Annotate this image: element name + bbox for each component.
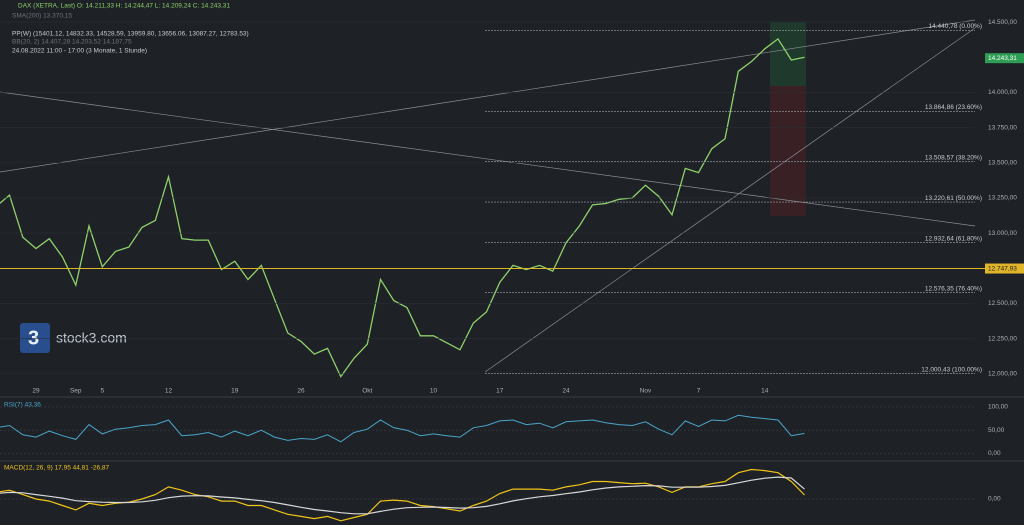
header-line: DAX (XETRA, Last) O: 14.211,33 H: 14.244… [18, 3, 230, 10]
y-tick-label: 50,00 [988, 427, 1005, 434]
x-tick-label: 19 [231, 388, 239, 395]
trend-line [0, 91, 975, 227]
fib-label: 13.220,61 (50.00%) [925, 195, 982, 202]
fib-label: 13.864,86 (23.60%) [925, 104, 982, 111]
fib-label: 12.000,43 (100.00%) [921, 366, 982, 373]
price-badge-label: 14.243,31 [988, 55, 1017, 62]
y-tick-label: 14.000,00 [988, 89, 1017, 96]
y-tick-label: 13.250,00 [988, 195, 1017, 202]
plot-area [0, 37, 805, 378]
logo-icon [20, 323, 50, 353]
x-tick-label: 29 [32, 388, 40, 395]
x-tick-label: 10 [430, 388, 438, 395]
fib-label: 12.576,35 (76.40%) [925, 285, 982, 292]
trend-line [484, 27, 975, 373]
price-badge [985, 263, 1024, 274]
fib-label: 12.932,64 (61.80%) [925, 235, 982, 242]
header-line: PP(W) (15401.12, 14832.33, 14528.59, 139… [12, 31, 249, 38]
x-tick-label: 26 [297, 388, 305, 395]
x-tick-label: Nov [640, 388, 652, 395]
y-tick-label: 12.250,00 [988, 335, 1017, 342]
price-badge [985, 53, 1024, 64]
logo-text: stock3.com [56, 330, 127, 346]
x-tick-label: 17 [496, 388, 504, 395]
x-tick-label: 7 [697, 388, 701, 395]
header-line: 24.08.2022 11:00 - 17:00 (3 Monate, 1 St… [12, 48, 147, 55]
macd-title: MACD(12, 26, 9) 17,95 44,81 -26,87 [4, 465, 110, 472]
y-tick-label: 12.500,00 [988, 300, 1017, 307]
fib-label: 14.440,78 (0.00%) [929, 23, 982, 30]
x-tick-label: Okt [362, 388, 372, 395]
x-tick-label: Sep [70, 388, 82, 395]
series-line [0, 476, 805, 515]
y-tick-label: 0,00 [988, 450, 1001, 457]
stop-zone [770, 86, 806, 216]
y-tick-label: 13.000,00 [988, 230, 1017, 237]
y-tick-label: 14.500,00 [988, 19, 1017, 26]
series-line [0, 414, 805, 443]
x-tick-label: 24 [562, 388, 570, 395]
series-line [0, 37, 805, 378]
header-line: BB(20, 2) 14.407,28 14.203,52 14.187,75 [12, 39, 132, 46]
series-line [0, 468, 805, 522]
y-tick-label: 13.500,00 [988, 159, 1017, 166]
drawings [0, 19, 975, 373]
trend-line [0, 19, 975, 173]
y-tick-label: 13.750,00 [988, 124, 1017, 131]
y-tick-label: 12.000,00 [988, 370, 1017, 377]
rsi-title: RSI(7) 43,36 [4, 402, 41, 409]
y-tick-label: 100,00 [988, 404, 1008, 411]
x-tick-label: 12 [165, 388, 173, 395]
header-line: SMA(200) 13.370,15 [12, 13, 72, 20]
price-badge-label: 12.747,93 [988, 265, 1017, 272]
x-tick-label: 14 [761, 388, 769, 395]
x-tick-label: 5 [100, 388, 104, 395]
fib-label: 13.508,57 (38.20%) [925, 154, 982, 161]
y-tick-label: 0,00 [988, 496, 1001, 503]
